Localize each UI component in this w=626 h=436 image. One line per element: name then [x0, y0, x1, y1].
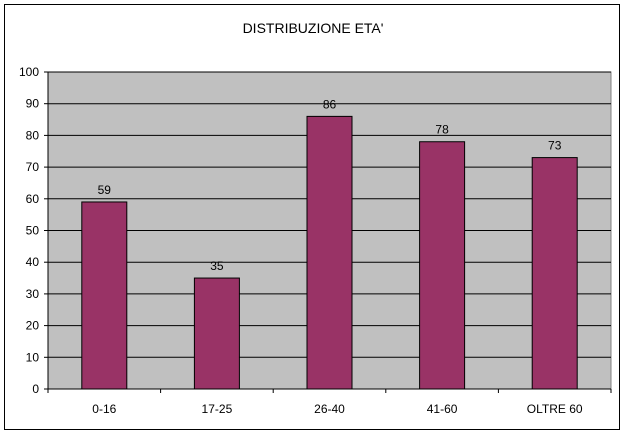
- data-label: 35: [210, 259, 224, 273]
- data-label: 73: [548, 139, 562, 153]
- y-tick-label: 50: [26, 224, 40, 238]
- x-tick-label: 17-25: [202, 402, 233, 416]
- y-tick-label: 80: [26, 128, 40, 142]
- y-tick-label: 30: [26, 287, 40, 301]
- x-tick-label: 26-40: [314, 402, 345, 416]
- chart-title: DISTRIBUZIONE ETA': [243, 20, 384, 36]
- bar: [306, 115, 353, 390]
- y-tick-label: 20: [26, 319, 40, 333]
- x-tick-label: 0-16: [92, 402, 116, 416]
- bar: [81, 201, 128, 390]
- x-tick-label: OLTRE 60: [527, 402, 583, 416]
- y-tick-label: 90: [26, 97, 40, 111]
- plot-area: 0 10 20 30 40 50 60 70 80 90 100 59 0-16 35 17-25 86 26-…: [19, 65, 612, 416]
- y-tick-label: 60: [26, 192, 40, 206]
- y-tick-label: 100: [19, 65, 39, 79]
- x-tick-label: 41-60: [427, 402, 458, 416]
- bar: [193, 277, 240, 390]
- data-label: 78: [435, 123, 449, 137]
- y-tick-label: 70: [26, 160, 40, 174]
- data-label: 86: [323, 97, 337, 111]
- bar: [419, 141, 466, 390]
- data-label: 59: [98, 183, 112, 197]
- y-tick-label: 0: [32, 382, 39, 396]
- y-tick-label: 10: [26, 350, 40, 364]
- bar: [531, 157, 578, 390]
- y-tick-label: 40: [26, 255, 40, 269]
